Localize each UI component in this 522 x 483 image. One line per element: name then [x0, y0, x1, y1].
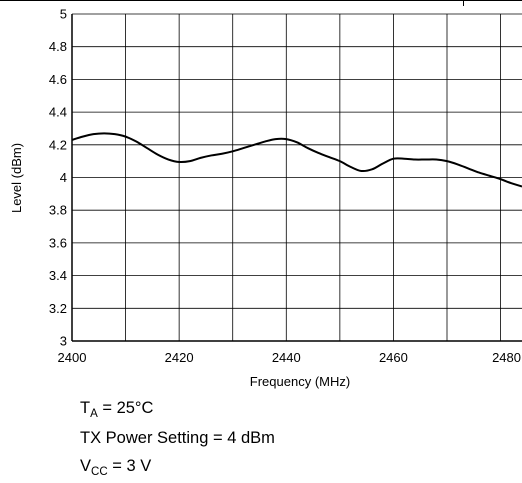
x-tick-label: 2460 — [379, 350, 408, 365]
grid — [72, 13, 522, 342]
x-tick-label: 2480 — [492, 350, 521, 365]
y-tick-label: 3.6 — [49, 235, 67, 250]
y-axis-label: Level (dBm) — [9, 143, 24, 213]
x-axis-label: Frequency (MHz) — [250, 374, 350, 389]
y-tick-label: 3.8 — [49, 203, 67, 218]
y-tick-label: 4.4 — [49, 105, 67, 120]
y-tick-label: 3.2 — [49, 301, 67, 316]
x-tick-label: 2440 — [272, 350, 301, 365]
x-tick-label: 2420 — [165, 350, 194, 365]
y-tick-label: 5 — [60, 7, 67, 22]
series-line — [71, 132, 522, 188]
test-conditions: TA = 25°C TX Power Setting = 4 dBm VCC =… — [80, 394, 275, 482]
y-axis-ticks: 3 3.2 3.4 3.6 3.8 4 4.2 4.4 4.6 4.8 5 — [49, 7, 67, 349]
y-tick-label: 4.6 — [49, 72, 67, 87]
y-tick-label: 4.2 — [49, 137, 67, 152]
x-tick-label: 2400 — [58, 350, 87, 365]
tx-power-note: TX Power Setting = 4 dBm — [80, 429, 275, 447]
x-axis-ticks: 2400 2420 2440 2460 2480 — [58, 350, 521, 365]
chart-decor — [0, 0, 522, 342]
vcc-note: VCC = 3 V — [80, 457, 152, 478]
y-tick-label: 4.8 — [49, 39, 67, 54]
y-tick-label: 3 — [60, 334, 67, 349]
y-tick-label: 3.4 — [49, 268, 67, 283]
y-tick-label: 4 — [60, 170, 67, 185]
temperature-note: TA = 25°C — [80, 399, 154, 420]
